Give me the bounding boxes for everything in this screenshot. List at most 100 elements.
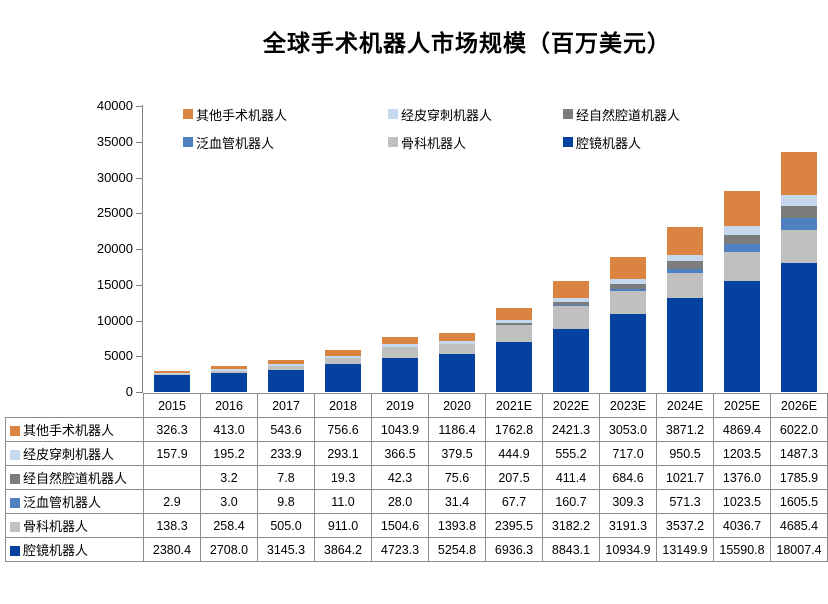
bar-segment <box>381 347 418 359</box>
table-cell: 911.0 <box>314 513 372 538</box>
table-cell: 3.2 <box>200 465 258 490</box>
table-cell: 2.9 <box>143 489 201 514</box>
bar-segment <box>153 374 190 375</box>
table-cell: 15590.8 <box>713 537 771 562</box>
y-axis-tick <box>136 356 143 358</box>
bar-segment <box>552 304 589 307</box>
legend-item-1: 其他手术机器人 <box>183 106 287 123</box>
table-cell: 233.9 <box>257 441 315 466</box>
plot-area <box>143 106 827 392</box>
bar-segment <box>666 226 703 255</box>
bar-segment <box>210 372 247 392</box>
bar-segment <box>723 225 760 235</box>
table-row-label: 其他手术机器人 <box>5 417 144 442</box>
table-cell: 3871.2 <box>656 417 714 442</box>
bar-segment <box>609 256 646 279</box>
year-header-cell: 2016 <box>200 393 258 418</box>
bar-segment <box>723 244 760 252</box>
table-cell: 1487.3 <box>770 441 828 466</box>
bar-segment <box>609 283 646 289</box>
bar-segment <box>495 323 532 325</box>
table-cell: 42.3 <box>371 465 429 490</box>
table-cell: 950.5 <box>656 441 714 466</box>
bar-segment <box>153 370 190 373</box>
bar-segment <box>780 263 817 392</box>
table-corner-cell <box>6 394 144 418</box>
bar-segment <box>438 354 475 392</box>
year-header-cell: 2018 <box>314 393 372 418</box>
table-cell: 3053.0 <box>599 417 657 442</box>
y-axis-tick <box>136 106 143 107</box>
bar-segment <box>723 251 760 281</box>
table-cell: 1186.4 <box>428 417 486 442</box>
bar-segment <box>552 297 589 302</box>
bar-segment <box>552 301 589 305</box>
legend-swatch-icon <box>563 137 573 147</box>
y-axis-tick <box>136 177 143 179</box>
legend-item-5: 骨科机器人 <box>388 134 466 151</box>
table-cell: 10934.9 <box>599 537 657 562</box>
bar-segment <box>381 336 418 345</box>
bar-segment <box>438 344 475 355</box>
table-row-label: 经皮穿刺机器人 <box>5 441 144 466</box>
legend-swatch-icon <box>183 137 193 147</box>
bar-segment <box>609 313 646 392</box>
table-cell: 1043.9 <box>371 417 429 442</box>
table-row: 其他手术机器人 326.3 413.0 543.6 756.6 1043.9 1186.4 1… <box>5 417 828 442</box>
bar-segment <box>552 280 589 298</box>
table-cell: 309.3 <box>599 489 657 514</box>
table-cell: 411.4 <box>542 465 600 490</box>
y-axis-tick <box>136 320 143 322</box>
bar-2016 <box>210 106 247 392</box>
bar-2021E <box>495 106 532 392</box>
table-cell: 413.0 <box>200 417 258 442</box>
table-cell: 717.0 <box>599 441 657 466</box>
legend-label: 经自然腔道机器人 <box>576 107 681 123</box>
legend-item-2: 经皮穿刺机器人 <box>388 106 493 123</box>
table-cell <box>143 465 201 490</box>
year-header-cell: 2023E <box>599 393 657 418</box>
table-cell: 3191.3 <box>599 513 657 538</box>
table-cell: 207.5 <box>485 465 543 490</box>
table-cell: 4869.4 <box>713 417 771 442</box>
year-header-cell: 2017 <box>257 393 315 418</box>
bar-segment <box>324 364 361 392</box>
table-cell: 2395.5 <box>485 513 543 538</box>
legend-label: 泛血管机器人 <box>196 135 275 151</box>
table-cell: 75.6 <box>428 465 486 490</box>
y-axis-tick <box>136 392 143 393</box>
y-axis-label: 20000 <box>96 241 133 256</box>
bar-segment <box>609 288 646 292</box>
y-axis-label: 5000 <box>104 348 133 364</box>
table-cell: 13149.9 <box>656 537 714 562</box>
bar-segment <box>210 370 247 373</box>
table-cell: 6936.3 <box>485 537 543 562</box>
bar-2019 <box>381 106 418 392</box>
bar-2023E <box>609 106 646 392</box>
y-axis-label: 15000 <box>96 276 133 292</box>
y-axis-tick <box>136 284 143 286</box>
table-cell: 4685.4 <box>770 513 828 538</box>
table-cell: 571.3 <box>656 489 714 514</box>
bar-segment <box>267 369 304 392</box>
y-axis-label: 10000 <box>96 312 133 328</box>
bar-segment <box>495 342 532 392</box>
table-cell: 505.0 <box>257 513 315 538</box>
legend-label: 经皮穿刺机器人 <box>401 107 493 123</box>
bar-segment <box>381 344 418 347</box>
data-table: 2015 2016 2017 2018 2019 2020 2021E 2022E 2023E 2… <box>5 393 828 562</box>
table-cell: 1021.7 <box>656 465 714 490</box>
bar-segment <box>609 291 646 314</box>
table-row-label: 泛血管机器人 <box>5 489 144 514</box>
table-cell: 7.8 <box>257 465 315 490</box>
bar-2024E <box>666 106 703 392</box>
table-cell: 326.3 <box>143 417 201 442</box>
table-cell: 3537.2 <box>656 513 714 538</box>
table-cell: 379.5 <box>428 441 486 466</box>
table-cell: 555.2 <box>542 441 600 466</box>
year-header-cell: 2026E <box>770 393 828 418</box>
table-cell: 3182.2 <box>542 513 600 538</box>
bar-segment <box>552 328 589 392</box>
bar-2020 <box>438 106 475 392</box>
bar-segment <box>324 355 361 358</box>
